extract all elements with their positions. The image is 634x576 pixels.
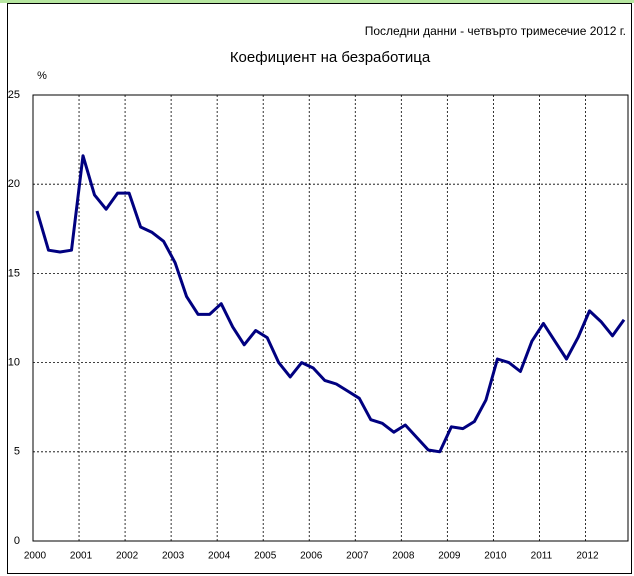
top-strip <box>0 0 634 3</box>
x-tick-label: 2012 <box>576 551 599 562</box>
x-tick-label: 2007 <box>346 551 369 562</box>
x-tick-label: 2005 <box>254 551 277 562</box>
chart-title: Коефициент на безработица <box>230 49 431 66</box>
plot-area <box>32 94 629 542</box>
x-tick-label: 2011 <box>531 551 553 562</box>
x-tick-label: 2000 <box>24 551 47 562</box>
y-tick-label: 10 <box>8 357 20 369</box>
x-tick-label: 2010 <box>484 551 507 562</box>
y-axis-label: % <box>37 70 47 82</box>
x-tick-label: 2003 <box>162 551 185 562</box>
chart-border <box>7 3 632 574</box>
x-tick-label: 2002 <box>116 551 139 562</box>
x-tick-label: 2004 <box>208 551 231 562</box>
y-tick-label: 25 <box>8 89 20 101</box>
x-tick-label: 2008 <box>392 551 415 562</box>
x-tick-label: 2009 <box>438 551 461 562</box>
y-tick-label: 5 <box>14 446 20 458</box>
chart-subtitle: Последни данни - четвърто тримесечие 201… <box>365 24 626 38</box>
data-line <box>35 154 626 454</box>
y-tick-label: 15 <box>8 267 20 279</box>
x-tick-label: 2006 <box>300 551 323 562</box>
y-tick-label: 20 <box>8 178 20 190</box>
x-tick-label: 2001 <box>70 551 93 562</box>
y-tick-label: 0 <box>14 535 20 547</box>
